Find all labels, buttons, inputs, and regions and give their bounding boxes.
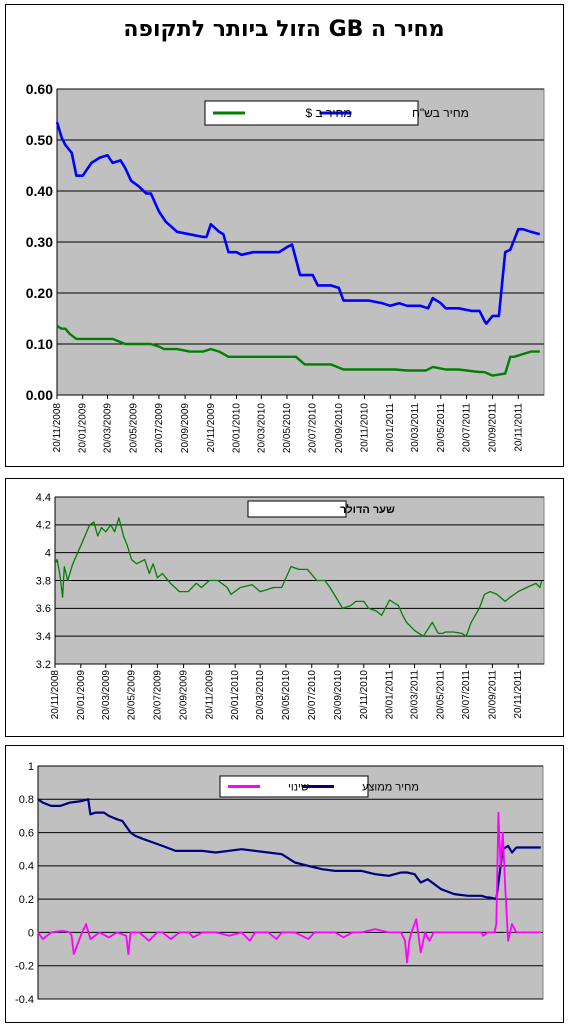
x-tick-label: 20/03/2011 bbox=[410, 403, 421, 453]
x-tick-label: 20/09/2011 bbox=[487, 670, 498, 720]
series-line-2 bbox=[37, 811, 541, 964]
x-tick-label: 20/07/2009 bbox=[152, 670, 163, 720]
legend-box bbox=[247, 500, 347, 518]
y-tick-label: 0.2 bbox=[19, 894, 34, 906]
x-tick-label: 20/09/2009 bbox=[180, 403, 191, 453]
y-tick-label: 4.2 bbox=[36, 520, 51, 532]
legend-box bbox=[219, 775, 369, 798]
y-tick-label: 0.50 bbox=[26, 132, 53, 148]
y-tick-label: 0.8 bbox=[19, 794, 34, 806]
y-tick-label: 0.40 bbox=[26, 183, 53, 199]
legend-label: מחיר בש"ח bbox=[412, 106, 469, 120]
series-line-1 bbox=[54, 517, 543, 637]
x-tick-label: 20/05/2009 bbox=[127, 670, 138, 720]
y-tick-label: -0.4 bbox=[15, 994, 34, 1006]
y-tick-label: 3.8 bbox=[36, 575, 51, 587]
x-tick-label: 20/11/2010 bbox=[359, 670, 370, 720]
x-tick-label: 20/11/2008 bbox=[50, 670, 61, 720]
x-tick-label: 20/11/2010 bbox=[360, 403, 371, 453]
y-tick-label: 0.10 bbox=[26, 336, 53, 352]
y-tick-label: 4 bbox=[45, 548, 51, 560]
plot-area bbox=[37, 765, 544, 1000]
x-tick-label: 20/03/2010 bbox=[255, 670, 266, 720]
x-tick-label: 20/07/2011 bbox=[461, 403, 472, 453]
x-tick-label: 20/11/2009 bbox=[204, 670, 215, 720]
x-tick-label: 20/05/2009 bbox=[128, 403, 139, 453]
x-tick-label: 20/07/2010 bbox=[308, 403, 319, 453]
x-tick-label: 20/11/2009 bbox=[206, 403, 217, 453]
x-tick-label: 20/03/2010 bbox=[256, 403, 267, 453]
x-tick-label: 20/05/2010 bbox=[282, 403, 293, 453]
legend-label: מחיר ב $ bbox=[306, 106, 352, 120]
x-tick-label: 20/07/2011 bbox=[461, 670, 472, 720]
legend-label: מחיר ממוצע bbox=[362, 781, 419, 793]
y-tick-label: 0.20 bbox=[26, 285, 53, 301]
y-tick-label: -0.2 bbox=[15, 961, 34, 973]
y-tick-label: 0.00 bbox=[26, 387, 53, 403]
x-tick-label: 20/07/2009 bbox=[154, 403, 165, 453]
y-tick-label: 3.2 bbox=[36, 659, 51, 671]
x-tick-label: 20/11/2011 bbox=[513, 670, 524, 719]
x-tick-label: 20/03/2009 bbox=[103, 403, 114, 453]
y-tick-label: 0.4 bbox=[19, 861, 34, 873]
series-line-1 bbox=[55, 121, 541, 325]
y-tick-label: 4.4 bbox=[36, 492, 51, 504]
y-tick-label: 3.4 bbox=[36, 631, 51, 643]
series-line-2 bbox=[56, 325, 540, 377]
x-tick-label: 20/11/2011 bbox=[513, 403, 524, 452]
y-tick-label: 1 bbox=[28, 761, 34, 773]
x-tick-label: 20/03/2011 bbox=[410, 670, 421, 720]
x-tick-label: 20/09/2010 bbox=[333, 670, 344, 720]
x-tick-label: 20/09/2009 bbox=[179, 670, 190, 720]
y-tick-label: 0.6 bbox=[19, 827, 34, 839]
series-line-1 bbox=[37, 798, 541, 901]
x-tick-label: 20/09/2011 bbox=[488, 403, 499, 453]
x-tick-label: 20/05/2011 bbox=[436, 403, 447, 453]
x-tick-label: 20/07/2010 bbox=[307, 670, 318, 720]
x-tick-label: 20/05/2010 bbox=[281, 670, 292, 720]
x-tick-label: 20/05/2011 bbox=[435, 670, 446, 720]
x-tick-label: 20/01/2010 bbox=[230, 670, 241, 720]
legend-label: שינוי bbox=[288, 781, 309, 793]
y-tick-label: 0.60 bbox=[26, 81, 53, 97]
x-tick-label: 20/01/2009 bbox=[76, 670, 87, 720]
x-tick-label: 20/01/2009 bbox=[78, 403, 89, 453]
x-tick-label: 20/01/2011 bbox=[385, 403, 396, 453]
legend-label: שער הדולר bbox=[340, 503, 395, 516]
x-tick-label: 20/11/2008 bbox=[52, 403, 63, 453]
y-tick-label: 0.30 bbox=[26, 234, 53, 250]
x-tick-label: 20/01/2011 bbox=[385, 670, 396, 720]
x-tick-label: 20/03/2009 bbox=[101, 670, 112, 720]
y-tick-label: 0 bbox=[28, 927, 34, 939]
chart-title: מחיר ה GB הזול ביותר לתקופה bbox=[123, 17, 444, 42]
x-tick-label: 20/09/2010 bbox=[334, 403, 345, 453]
x-tick-label: 20/01/2010 bbox=[231, 403, 242, 453]
y-tick-label: 3.6 bbox=[36, 603, 51, 615]
